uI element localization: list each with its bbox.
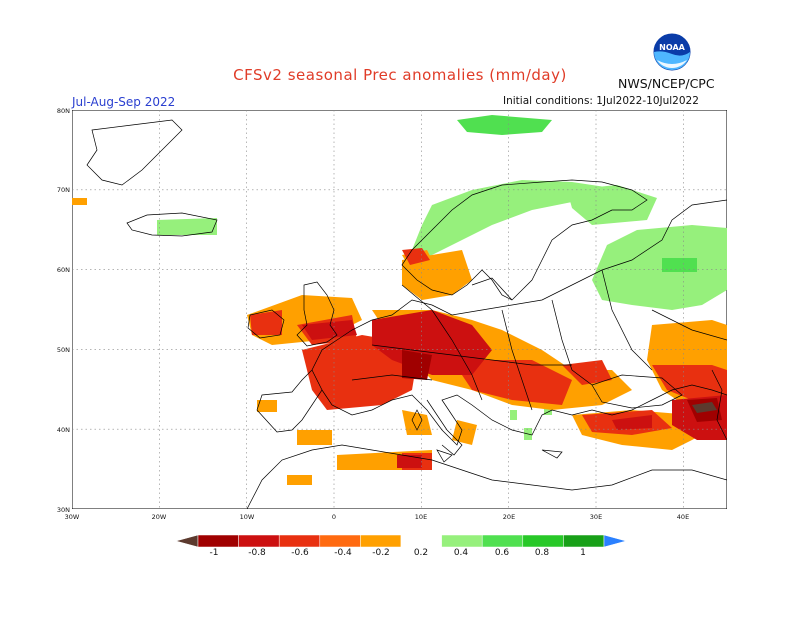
- logo-text: NOAA: [659, 43, 685, 52]
- colorbar-cell: [238, 534, 280, 548]
- colorbar-label: -1: [209, 548, 219, 558]
- colorbar-cell: [522, 534, 564, 548]
- lon-label-20e: 20E: [502, 513, 516, 521]
- colorbar-cell: [360, 534, 402, 548]
- colorbar-cell: [400, 534, 442, 548]
- lat-label-70n: 70N: [56, 186, 70, 194]
- colorbar-cell: [441, 534, 483, 548]
- lat-label-80n: 80N: [56, 107, 70, 115]
- agency-label: NWS/NCEP/CPC: [618, 76, 715, 91]
- colorbar-cell: [278, 534, 321, 548]
- colorbar-cell: [563, 534, 605, 548]
- lat-label-30n: 30N: [56, 506, 70, 514]
- colorbar-cell: [603, 534, 626, 548]
- map-title: CFSv2 seasonal Prec anomalies (mm/day): [233, 66, 567, 84]
- season-label: Jul-Aug-Sep 2022: [72, 95, 176, 109]
- colorbar-label: -0.2: [372, 548, 390, 558]
- anomaly-shading: [72, 115, 727, 485]
- lat-label-40n: 40N: [56, 426, 70, 434]
- colorbar-label: -0.4: [334, 548, 352, 558]
- colorbar-cell: [319, 534, 361, 548]
- colorbar-label: 1: [580, 548, 586, 558]
- europe-precip-anomaly-map: [72, 110, 727, 509]
- lon-label-10w: 10W: [239, 513, 255, 521]
- noaa-logo-icon: NOAA: [652, 32, 692, 72]
- colorbar-cell: [197, 534, 239, 548]
- colorbar-label: 0.6: [494, 548, 510, 558]
- lon-label-40e: 40E: [676, 513, 690, 521]
- coastlines: [86, 119, 727, 509]
- colorbar-label: -0.8: [248, 548, 266, 558]
- lon-label-10e: 10E: [414, 513, 428, 521]
- lat-label-60n: 60N: [56, 266, 70, 274]
- lon-label-20w: 20W: [151, 513, 167, 521]
- colorbar-cell: [176, 534, 199, 548]
- colorbar: [176, 534, 626, 548]
- colorbar-cell: [481, 534, 524, 548]
- lon-label-30w: 30W: [64, 513, 80, 521]
- colorbar-label: 0.4: [453, 548, 469, 558]
- colorbar-label: 0.8: [534, 548, 550, 558]
- lat-label-50n: 50N: [56, 346, 70, 354]
- lon-label-0: 0: [331, 513, 337, 521]
- lon-label-30e: 30E: [589, 513, 603, 521]
- colorbar-label: 0.2: [413, 548, 429, 558]
- initial-conditions-label: Initial conditions: 1Jul2022-10Jul2022: [503, 95, 699, 107]
- colorbar-label: -0.6: [291, 548, 309, 558]
